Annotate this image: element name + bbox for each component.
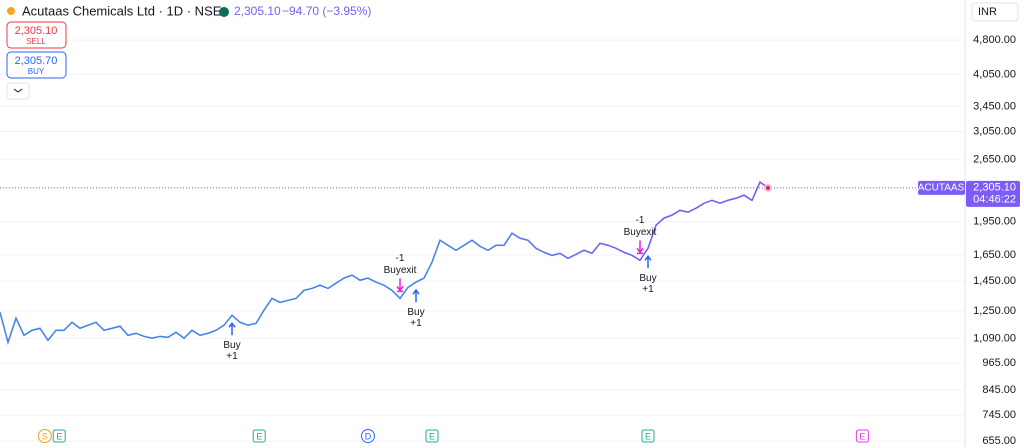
event-badge [361, 429, 375, 443]
price-tag-countdown: 04:46:22 [973, 194, 1016, 206]
y-tick-label: 1,650.00 [973, 249, 1016, 261]
event-label: D [365, 431, 372, 441]
y-tick-label: 745.00 [982, 409, 1016, 421]
buy-button[interactable]: 2,305.70 BUY [6, 51, 67, 79]
y-tick-label: 4,800.00 [973, 34, 1016, 46]
y-tick-label: 4,050.00 [973, 68, 1016, 80]
signal-label: Buyexit [624, 227, 657, 238]
header-change: −94.70 (−3.95%) [282, 4, 371, 18]
last-point [764, 183, 772, 192]
sell-label[interactable]: SELL [26, 37, 46, 46]
header-price: 2,305.10 [234, 4, 281, 18]
price-line [0, 180, 769, 346]
y-tick-label: 1,950.00 [973, 215, 1016, 227]
status-dot [219, 7, 229, 17]
logo [7, 7, 15, 15]
signal-qty: +1 [226, 351, 238, 362]
event-label: E [859, 431, 865, 441]
price-tag-value: 2,305.10 [973, 182, 1016, 194]
event-label: E [429, 431, 435, 441]
symbol-tag [918, 180, 965, 195]
event-label: E [645, 431, 651, 441]
y-tick-label: 655.00 [982, 435, 1016, 447]
signal-qty: -1 [396, 253, 405, 264]
y-tick-label: 2,650.00 [973, 154, 1016, 166]
exit-arrow [396, 278, 404, 293]
buy-label[interactable]: BUY [28, 67, 45, 76]
exit-arrow [636, 240, 644, 255]
event-badge [52, 429, 66, 443]
event-badge [37, 429, 52, 443]
y-tick-label: 1,450.00 [973, 275, 1016, 287]
event-badge [641, 429, 655, 443]
symbol-label: ACUTAAS [918, 182, 965, 193]
event-label: E [256, 431, 262, 441]
buy-arrow [228, 322, 236, 336]
y-tick-label: 3,450.00 [973, 101, 1016, 113]
chart-title: Acutaas Chemicals Ltd · 1D · NSE [22, 3, 222, 18]
y-tick-label: 1,250.00 [973, 305, 1016, 317]
event-badge [855, 429, 869, 443]
y-tick-label: 3,050.00 [973, 125, 1016, 137]
signal-qty: +1 [410, 318, 422, 329]
sell-button[interactable]: 2,305.10 SELL [6, 21, 67, 49]
price-tag [966, 180, 1020, 207]
y-tick-label: 965.00 [982, 357, 1016, 369]
event-badge [252, 429, 266, 443]
signal-label: Buy [223, 340, 240, 351]
event-label: E [56, 431, 62, 441]
sell-price[interactable]: 2,305.10 [15, 25, 58, 37]
currency[interactable]: INR [978, 6, 997, 18]
collapse-button[interactable] [6, 82, 30, 100]
y-tick-label: 845.00 [982, 384, 1016, 396]
y-tick-label: 1,090.00 [973, 333, 1016, 345]
signal-label: Buy [639, 273, 656, 284]
buy-arrow [644, 255, 652, 269]
signal-qty: +1 [642, 284, 654, 295]
buy-price[interactable]: 2,305.70 [15, 55, 58, 67]
signal-label: Buy [407, 307, 424, 318]
buy-arrow [412, 288, 420, 303]
event-label: S [42, 431, 48, 441]
currency-button[interactable]: INR [971, 2, 1019, 22]
signal-qty: -1 [636, 215, 645, 226]
event-badge [425, 429, 439, 443]
signal-label: Buyexit [384, 265, 417, 276]
